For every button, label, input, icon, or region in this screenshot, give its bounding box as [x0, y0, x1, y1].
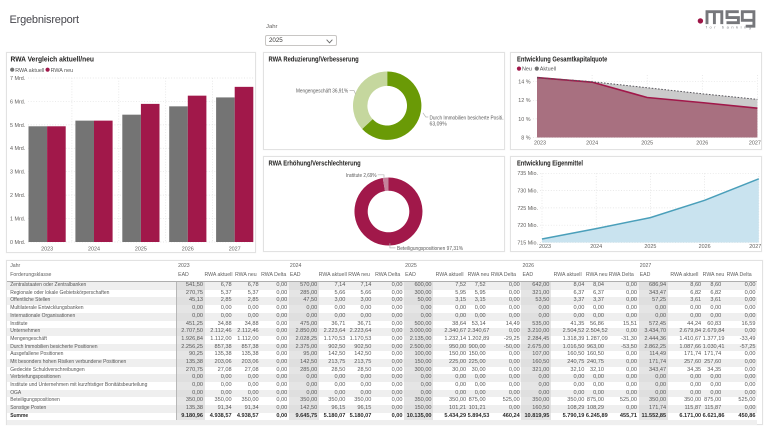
svg-text:730 Mio.: 730 Mio. — [517, 188, 538, 194]
svg-text:2023: 2023 — [539, 244, 551, 250]
svg-text:2027: 2027 — [749, 244, 761, 250]
svg-text:14 %: 14 % — [518, 80, 530, 86]
svg-text:Mengengeschäft 36,91%: Mengengeschäft 36,91% — [296, 88, 349, 94]
svg-text:10 %: 10 % — [518, 117, 530, 123]
svg-text:2027: 2027 — [229, 247, 241, 252]
svg-text:2024: 2024 — [590, 244, 602, 250]
svg-text:2023: 2023 — [534, 140, 546, 146]
svg-text:720 Mio.: 720 Mio. — [517, 223, 538, 229]
svg-text:8 %: 8 % — [521, 135, 530, 141]
svg-text:2023: 2023 — [41, 247, 53, 252]
svg-text:Entwicklung Gesamtkapitalquote: Entwicklung Gesamtkapitalquote — [517, 57, 607, 64]
svg-text:5 Mrd.: 5 Mrd. — [10, 123, 25, 129]
svg-text:2027: 2027 — [749, 140, 761, 146]
svg-text:12 %: 12 % — [518, 98, 530, 104]
svg-text:RWA Reduzierung/Verbesserung: RWA Reduzierung/Verbesserung — [269, 57, 359, 64]
svg-text:Aktuell: Aktuell — [540, 67, 556, 73]
svg-text:for banking: for banking — [706, 24, 754, 29]
svg-text:2025: 2025 — [135, 247, 147, 252]
svg-text:Beteiligungspositionen 97,31%: Beteiligungspositionen 97,31% — [397, 246, 463, 252]
svg-text:7 Mrd.: 7 Mrd. — [10, 76, 25, 82]
svg-text:RWA Erhöhung/Verschlechterung: RWA Erhöhung/Verschlechterung — [269, 160, 361, 167]
svg-text:2024: 2024 — [88, 247, 100, 252]
svg-text:Institute 2,69%: Institute 2,69% — [346, 172, 377, 178]
svg-text:715 Mio.: 715 Mio. — [517, 240, 538, 246]
svg-text:735 Mio.: 735 Mio. — [517, 171, 538, 177]
svg-text:2026: 2026 — [182, 247, 194, 252]
svg-text:RWA Vergleich aktuell/neu: RWA Vergleich aktuell/neu — [11, 57, 95, 64]
svg-text:4 Mrd.: 4 Mrd. — [10, 146, 25, 152]
svg-text:2026: 2026 — [696, 140, 708, 146]
svg-text:1 Mrd.: 1 Mrd. — [10, 216, 25, 222]
svg-text:RWA aktuell: RWA aktuell — [15, 68, 44, 74]
svg-text:63,09%: 63,09% — [430, 121, 448, 127]
svg-text:RWA neu: RWA neu — [51, 68, 73, 74]
svg-text:2025: 2025 — [644, 244, 656, 250]
svg-text:2024: 2024 — [586, 140, 598, 146]
svg-text:2 Mrd.: 2 Mrd. — [10, 193, 25, 199]
svg-text:2025: 2025 — [641, 140, 653, 146]
svg-text:Durch Immobilien besicherte Po: Durch Immobilien besicherte Positi... — [430, 115, 505, 121]
svg-text:6 Mrd.: 6 Mrd. — [10, 99, 25, 105]
svg-text:Entwicklung Eigenmittel: Entwicklung Eigenmittel — [517, 160, 583, 167]
svg-text:2026: 2026 — [699, 244, 711, 250]
svg-text:725 Mio.: 725 Mio. — [517, 205, 538, 211]
svg-text:Neu: Neu — [522, 67, 532, 73]
svg-text:3 Mrd.: 3 Mrd. — [10, 170, 25, 176]
svg-text:0 Mrd.: 0 Mrd. — [10, 240, 25, 246]
